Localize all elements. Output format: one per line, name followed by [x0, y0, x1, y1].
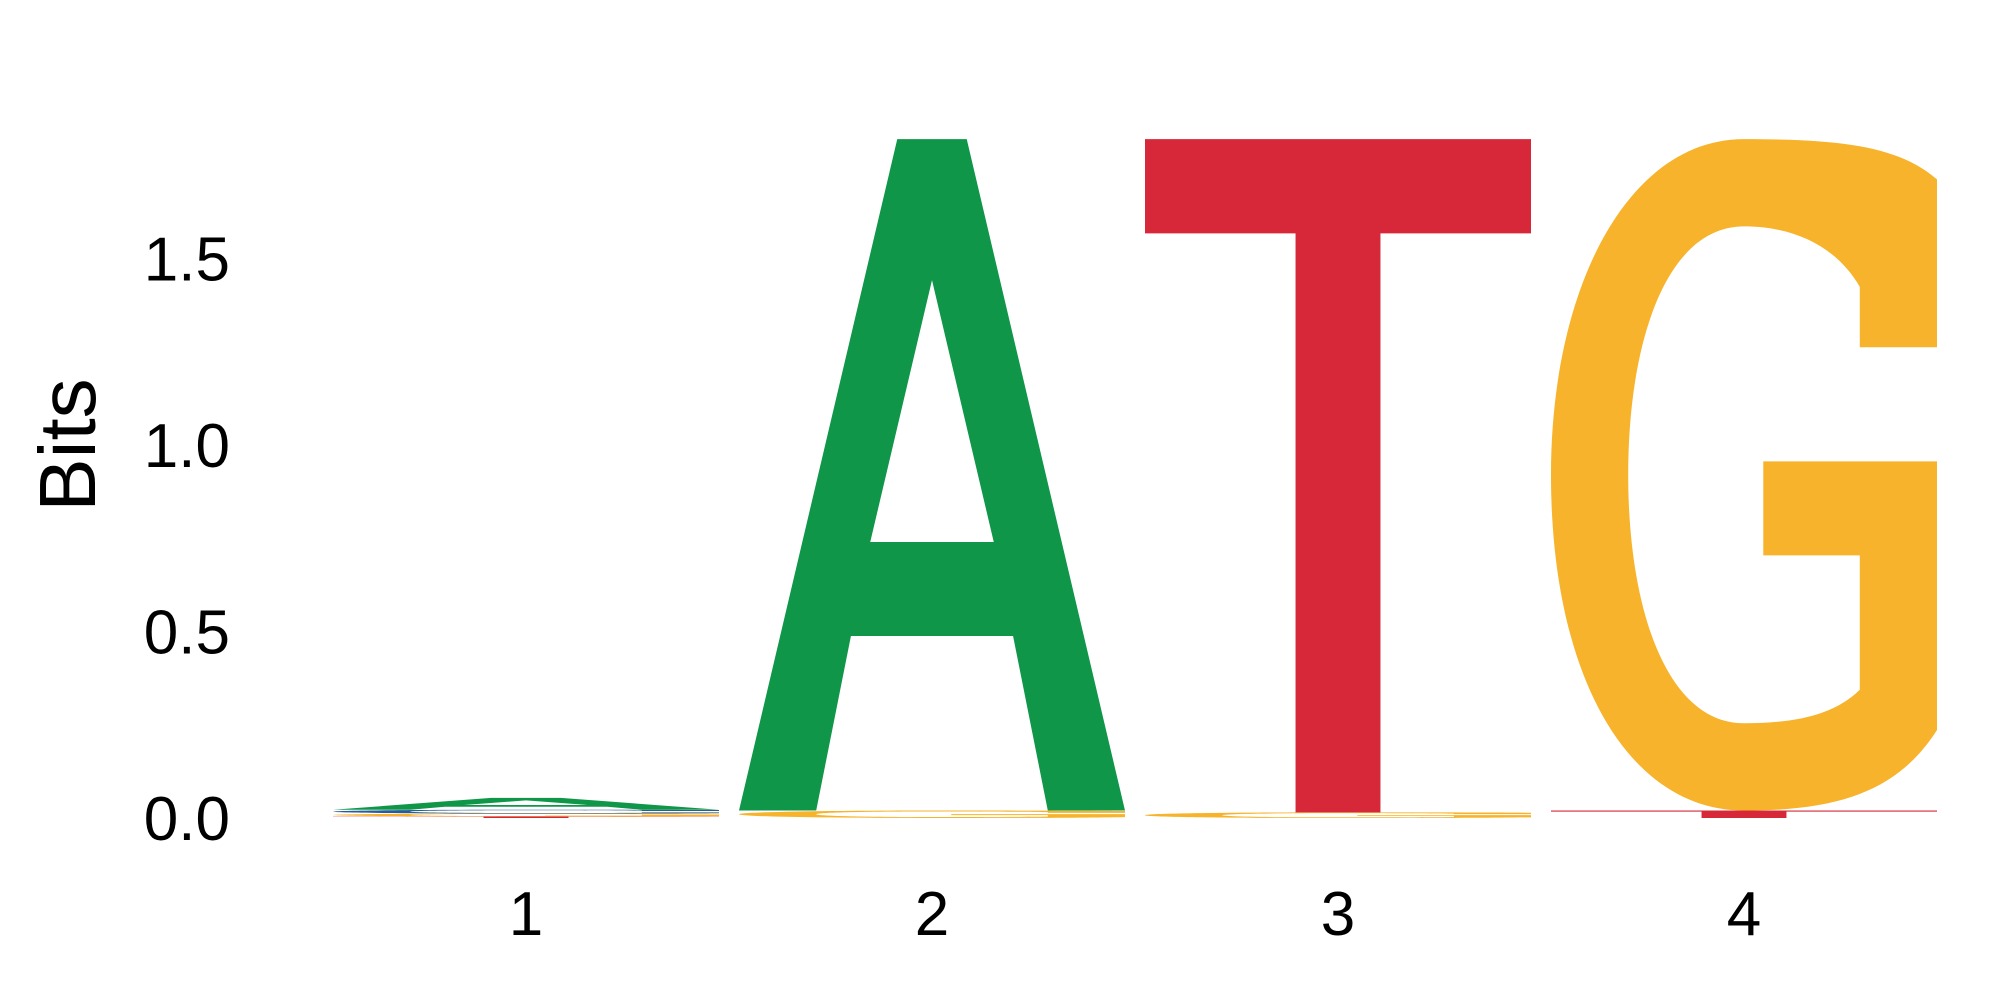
letter-A	[333, 797, 719, 810]
stack-position-1	[333, 797, 719, 818]
stack-position-4	[1551, 139, 1937, 818]
stack-position-2	[739, 139, 1125, 818]
x-tick-label: 3	[1321, 880, 1355, 949]
letter-A	[739, 139, 1125, 811]
logo-stacks	[333, 139, 1937, 818]
letter-T	[1145, 139, 1531, 813]
x-tick-label: 1	[509, 880, 543, 949]
letter-G	[333, 813, 719, 817]
x-axis-ticks: 1 2 3 4	[509, 880, 1761, 949]
letter-G	[739, 810, 1125, 818]
y-tick-label: 1.0	[144, 412, 230, 481]
y-tick-label: 1.5	[144, 226, 230, 295]
x-tick-label: 2	[915, 880, 949, 949]
letter-C	[333, 809, 719, 814]
y-axis-ticks: 0.0 0.5 1.0 1.5	[144, 226, 230, 855]
y-tick-label: 0.0	[144, 785, 230, 854]
y-tick-label: 0.5	[144, 599, 230, 668]
letter-G	[1551, 139, 1937, 811]
letter-T	[1551, 810, 1937, 818]
letter-G	[1145, 812, 1531, 818]
x-tick-label: 4	[1727, 880, 1761, 949]
letter-T	[333, 816, 719, 818]
stack-position-3	[1145, 139, 1531, 818]
y-axis-title: Bits	[23, 378, 112, 511]
